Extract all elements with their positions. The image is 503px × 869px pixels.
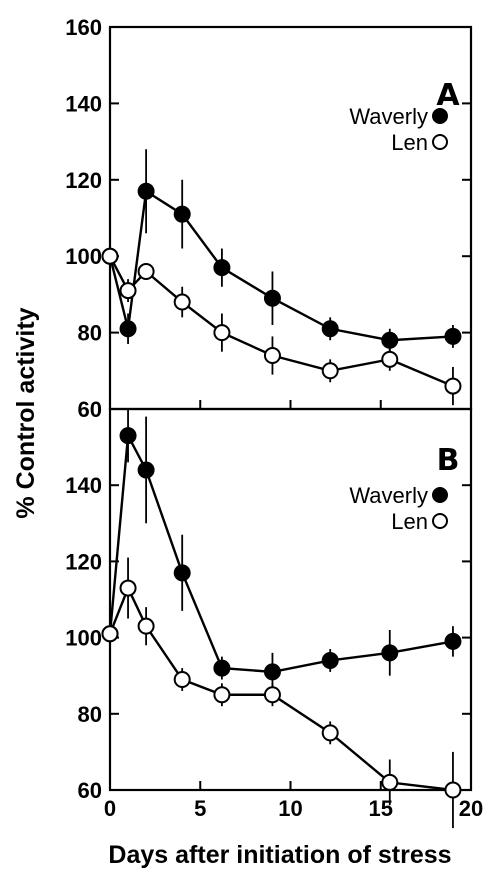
panel-label: B: [437, 443, 460, 478]
legend-label-len: Len: [391, 509, 428, 534]
series-line-waverly: [108, 431, 454, 674]
x-tick-label: 0: [104, 796, 116, 821]
filled-point-waverly: [213, 259, 231, 277]
y-tick-label: 60: [78, 778, 102, 803]
filled-point-waverly: [137, 182, 155, 200]
panel-label: A: [436, 78, 460, 113]
plot-frame: [108, 25, 473, 411]
open-point-len: [101, 247, 119, 265]
open-point-len: [381, 773, 399, 791]
y-tick-label: 80: [78, 702, 102, 727]
open-point-len: [119, 282, 137, 300]
legend-label-waverly: Waverly: [349, 104, 428, 129]
open-point-len: [213, 324, 231, 342]
open-point-len: [263, 686, 281, 704]
y-tick-label: 120: [65, 168, 102, 193]
legend-marker-waverly: [432, 487, 448, 503]
open-point-len: [444, 781, 462, 799]
y-tick-label: 100: [65, 626, 102, 651]
series-line-waverly: [108, 189, 454, 342]
open-point-len: [173, 293, 191, 311]
y-tick-label: 80: [78, 321, 102, 346]
legend-label-waverly: Waverly: [349, 483, 428, 508]
filled-point-waverly: [173, 205, 191, 223]
filled-point-waverly: [381, 644, 399, 662]
series-line-len: [108, 585, 454, 792]
open-point-len: [444, 377, 462, 395]
series-line-len: [108, 255, 454, 388]
legend-marker-len: [432, 513, 448, 529]
x-tick-label: 10: [278, 796, 302, 821]
x-tick-label: 5: [194, 796, 206, 821]
filled-point-waverly: [119, 427, 137, 445]
filled-point-waverly: [381, 331, 399, 349]
y-tick-label: 120: [65, 549, 102, 574]
filled-point-waverly: [137, 461, 155, 479]
open-point-len: [137, 617, 155, 635]
y-tick-label: 100: [65, 244, 102, 269]
y-tick-label: 140: [65, 473, 102, 498]
open-point-len: [173, 671, 191, 689]
open-point-len: [381, 350, 399, 368]
open-point-len: [213, 686, 231, 704]
y-tick-label: 140: [65, 91, 102, 116]
open-point-len: [137, 262, 155, 280]
legend-marker-len: [432, 134, 448, 150]
open-point-len: [321, 724, 339, 742]
filled-point-waverly: [321, 320, 339, 338]
y-tick-label: 60: [78, 397, 102, 422]
open-point-len: [321, 362, 339, 380]
open-point-len: [263, 347, 281, 365]
legend-marker-waverly: [432, 108, 448, 124]
filled-point-waverly: [119, 320, 137, 338]
x-axis-title: Days after initiation of stress: [108, 841, 451, 869]
x-tick-label: 20: [459, 796, 483, 821]
filled-point-waverly: [321, 651, 339, 669]
legend-label-len: Len: [391, 130, 428, 155]
filled-point-waverly: [444, 327, 462, 345]
filled-point-waverly: [213, 659, 231, 677]
y-tick-label: 160: [65, 15, 102, 40]
open-point-len: [101, 625, 119, 643]
filled-point-waverly: [263, 663, 281, 681]
open-point-len: [119, 579, 137, 597]
plot-frame: [108, 407, 473, 792]
filled-point-waverly: [173, 564, 191, 582]
filled-point-waverly: [444, 632, 462, 650]
y-axis-title: % Control activity: [12, 307, 40, 518]
filled-point-waverly: [263, 289, 281, 307]
